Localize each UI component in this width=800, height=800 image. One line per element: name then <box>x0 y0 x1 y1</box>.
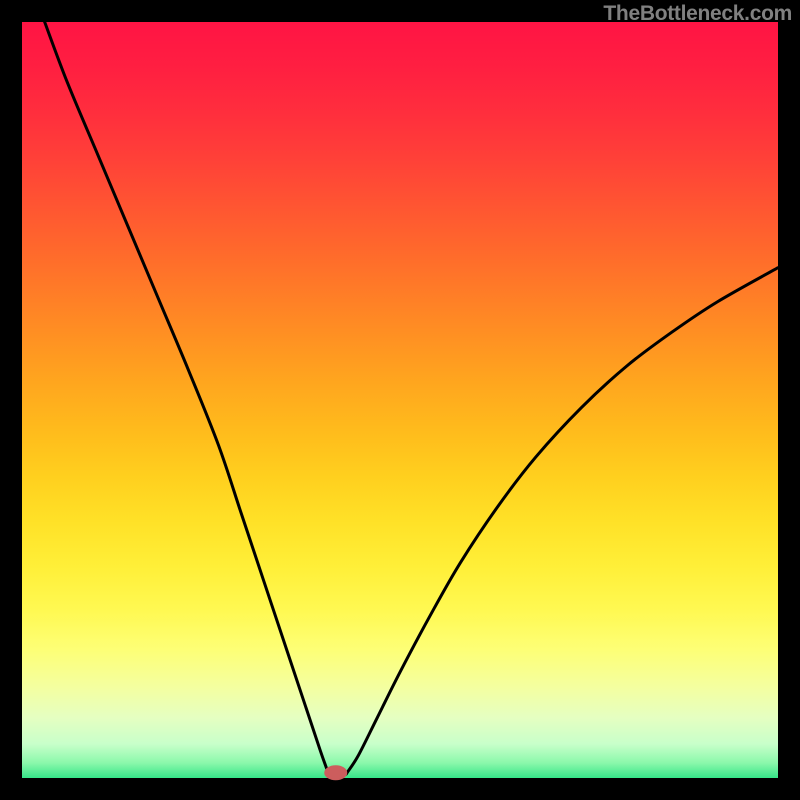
bottleneck-chart <box>0 0 800 800</box>
chart-container: TheBottleneck.com <box>0 0 800 800</box>
attribution-text: TheBottleneck.com <box>603 2 792 26</box>
minimum-marker <box>325 766 347 780</box>
plot-background <box>22 22 778 778</box>
